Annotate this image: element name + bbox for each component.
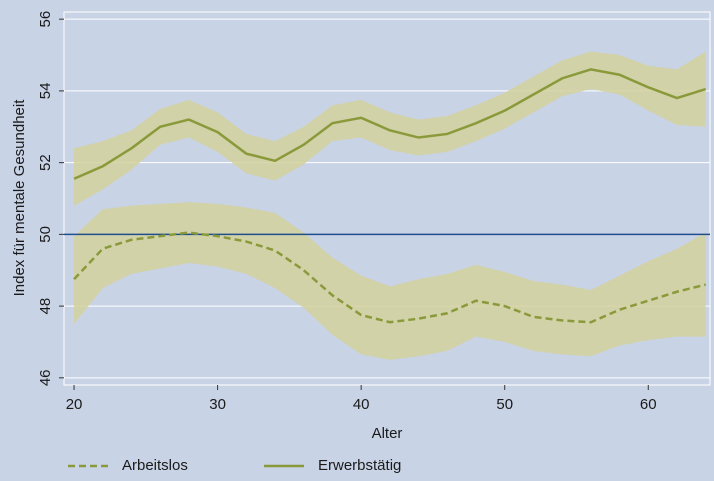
x-tick-label: 50	[496, 396, 513, 413]
y-tick-label: 46	[37, 369, 54, 386]
y-tick-label: 56	[37, 11, 54, 28]
legend-label: Arbeitslos	[122, 457, 188, 474]
x-tick-label: 60	[640, 396, 657, 413]
legend-label: Erwerbstätig	[318, 457, 401, 474]
y-tick-label: 54	[37, 83, 54, 100]
confidence-band	[74, 202, 706, 360]
line	[73, 68, 707, 180]
x-axis-label: Alter	[372, 425, 403, 442]
x-tick-label: 40	[353, 396, 370, 413]
x-tick-label: 20	[66, 396, 83, 413]
y-tick-label: 48	[37, 298, 54, 315]
x-tick-label: 30	[209, 396, 226, 413]
line	[73, 231, 706, 324]
y-axis-label: Index für mentale Gesundheit	[11, 99, 28, 297]
y-tick-label: 52	[37, 154, 54, 171]
confidence-band	[74, 51, 706, 206]
y-tick-label: 50	[37, 226, 54, 243]
